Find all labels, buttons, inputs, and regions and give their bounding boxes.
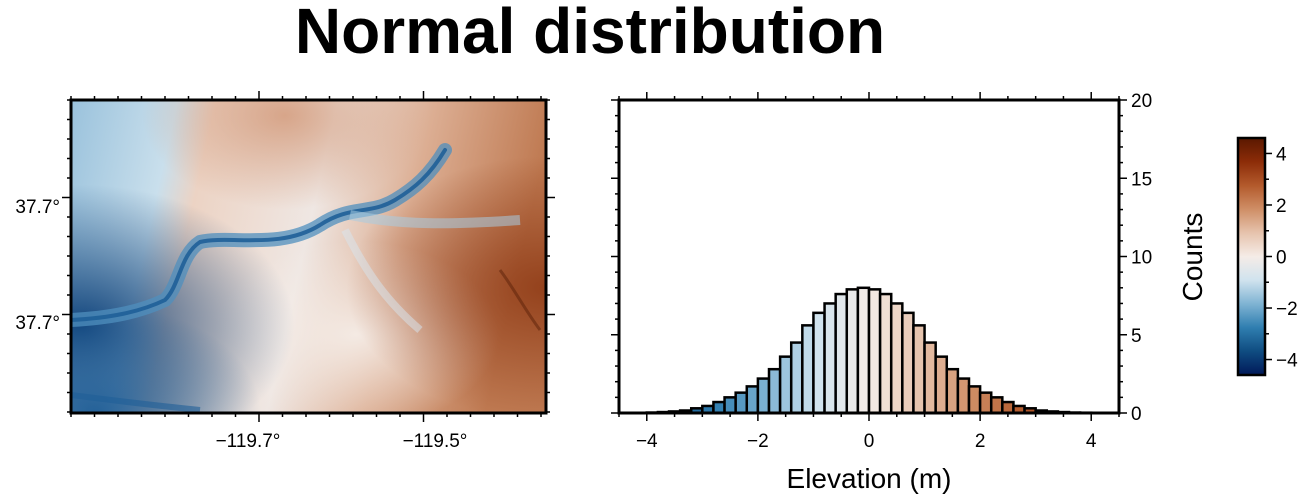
colorbar: 4 2 0 −2 −4 (1236, 136, 1298, 377)
histogram-bar (989, 396, 1004, 415)
histogram-bar (801, 324, 815, 415)
map-river (71, 148, 447, 322)
histogram-bar (723, 396, 737, 415)
colorbar-gradient (1238, 138, 1265, 375)
histogram-bar (867, 288, 882, 415)
y-tick-label: 10 (1131, 248, 1152, 269)
histogram-bar (967, 385, 982, 415)
histogram-bar (934, 355, 949, 415)
x-axis-label: Elevation (m) (787, 463, 952, 494)
map-ticks (62, 91, 555, 422)
y-tick-label: 15 (1131, 169, 1152, 190)
histogram-bar (912, 324, 926, 415)
colorbar-tick-label: −2 (1276, 299, 1298, 320)
histogram-bar (945, 367, 960, 415)
elevation-map: −119.7° −119.5° 37.7° 37.7° (15, 91, 555, 452)
histogram-bar (789, 341, 804, 415)
histogram-bar (812, 311, 826, 415)
histogram-bar (978, 391, 993, 415)
map-x-tick-label: −119.5° (403, 431, 468, 452)
map-side-valley (349, 210, 521, 229)
colorbar-tick-label: 2 (1276, 196, 1287, 217)
y-axis-label: Counts (1177, 213, 1208, 302)
map-ridge-east (498, 269, 542, 331)
x-tick-label: −4 (636, 431, 658, 452)
histogram-bar (901, 311, 915, 415)
x-tick-label: −2 (747, 431, 769, 452)
colorbar-tick-label: 4 (1276, 144, 1287, 165)
histogram-tick-labels: −4 −2 0 2 4 0 5 10 15 20 (636, 91, 1152, 452)
histogram-bar (712, 400, 726, 415)
map-y-tick-label: 37.7° (15, 197, 60, 218)
y-tick-label: 0 (1131, 404, 1142, 425)
histogram-bar (756, 377, 771, 415)
colorbar-ticks: 4 2 0 −2 −4 (1265, 144, 1298, 372)
histogram: −4 −2 0 2 4 0 5 10 15 20 Elevation (m) Counts (611, 91, 1208, 494)
figure-title: Normal distribution (294, 0, 886, 67)
histogram-bar (1001, 400, 1015, 415)
histogram-ticks (611, 92, 1127, 421)
x-tick-label: 4 (1086, 431, 1097, 452)
map-terrain-low-southwest (71, 100, 546, 413)
map-texture (71, 100, 546, 413)
histogram-bar (923, 341, 937, 415)
x-tick-label: 2 (975, 431, 986, 452)
map-y-tick-label: 37.7° (15, 313, 60, 334)
x-tick-label: 0 (864, 431, 875, 452)
colorbar-tick-label: −4 (1276, 351, 1298, 372)
histogram-bar (956, 377, 971, 415)
histogram-bar (834, 292, 849, 415)
histogram-bar (767, 367, 782, 415)
histogram-bar (889, 302, 904, 415)
y-tick-label: 20 (1131, 91, 1152, 112)
histogram-bar (845, 288, 860, 415)
map-stream-south (71, 392, 201, 413)
y-tick-label: 5 (1131, 326, 1142, 347)
histogram-bar (856, 286, 871, 415)
histogram-bar (823, 302, 837, 415)
histogram-bars (645, 286, 1093, 415)
histogram-bar (745, 385, 760, 415)
histogram-bar (778, 355, 793, 415)
map-side-valley-south (341, 228, 423, 334)
histogram-bar (878, 292, 893, 415)
colorbar-tick-label: 0 (1276, 248, 1287, 269)
histogram-bar (734, 391, 749, 415)
map-x-tick-label: −119.7° (216, 431, 281, 452)
